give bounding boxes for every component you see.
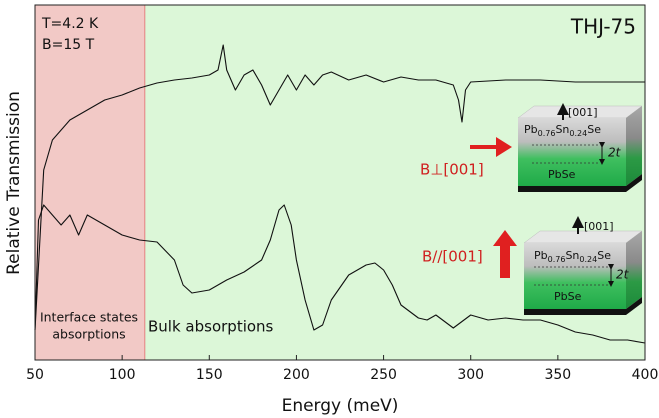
field-label: B⊥[001]	[420, 161, 484, 179]
x-tick-label: 100	[109, 367, 136, 383]
layer-label: Pb0.76Sn0.24Se	[534, 249, 611, 264]
layer-label: Sn	[555, 123, 569, 136]
annotation: absorptions	[52, 327, 125, 342]
spectrum-line	[34, 44, 645, 331]
inset: B⊥[001] [001] Pb0.76Sn0.24Se 2t PbSe	[420, 103, 643, 192]
layer-label: Se	[597, 249, 611, 262]
annotation: THJ-75	[570, 15, 636, 39]
layer-label: Sn	[565, 249, 579, 262]
layer-label: Pb0.76Sn0.24Se	[524, 123, 601, 138]
layer-label: 0.76	[538, 129, 556, 138]
x-tick-label: 350	[544, 367, 571, 383]
field-arrow	[470, 137, 512, 157]
x-axis-label: Energy (meV)	[282, 396, 399, 416]
x-tick-label: 250	[370, 367, 397, 383]
layer-label: Pb	[534, 249, 548, 262]
thickness-label: 2t	[616, 268, 630, 282]
spectrum-line	[34, 204, 646, 344]
thickness-label: 2t	[608, 146, 622, 160]
layer-label: PbSe	[554, 290, 582, 303]
shaded-region	[35, 5, 145, 360]
x-tick-label: 200	[283, 367, 310, 383]
layer-label: 0.24	[569, 129, 587, 138]
direction-label: [001]	[568, 106, 598, 119]
direction-label: [001]	[584, 220, 614, 233]
x-tick-label: 50	[26, 367, 44, 383]
layer-label: Pb	[524, 123, 538, 136]
field-label: B//[001]	[422, 248, 483, 266]
y-axis-label: Relative Transmission	[4, 91, 24, 275]
field-arrow	[493, 230, 517, 278]
layer-label: Se	[587, 123, 601, 136]
x-tick-label: 400	[632, 367, 659, 383]
layer-label: PbSe	[548, 168, 576, 181]
x-tick-label: 150	[196, 367, 223, 383]
annotation: Interface states	[40, 310, 138, 325]
inset: B//[001] [001] Pb0.76Sn0.24Se 2t PbSe	[422, 216, 643, 315]
layer-label: 0.76	[548, 255, 566, 264]
annotation: T=4.2 K	[41, 16, 99, 32]
annotation: B=15 T	[42, 37, 95, 53]
plot-frame	[34, 4, 646, 361]
layer-label: 0.24	[579, 255, 597, 264]
x-tick-label: 300	[457, 367, 484, 383]
annotation: Bulk absorptions	[148, 318, 274, 336]
